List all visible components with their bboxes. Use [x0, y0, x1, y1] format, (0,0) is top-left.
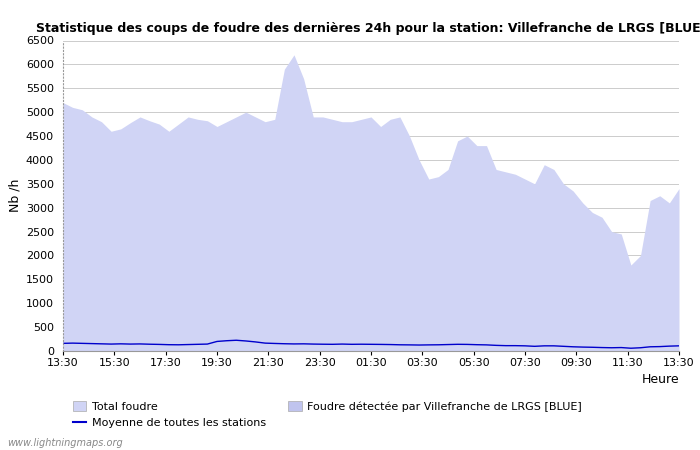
Legend: Total foudre, Moyenne de toutes les stations, Foudre détectée par Villefranche d: Total foudre, Moyenne de toutes les stat…	[69, 397, 587, 432]
Text: www.lightningmaps.org: www.lightningmaps.org	[7, 438, 122, 448]
Y-axis label: Nb /h: Nb /h	[8, 179, 22, 212]
Text: Heure: Heure	[641, 373, 679, 386]
Title: Statistique des coups de foudre des dernières 24h pour la station: Villefranche : Statistique des coups de foudre des dern…	[36, 22, 700, 35]
